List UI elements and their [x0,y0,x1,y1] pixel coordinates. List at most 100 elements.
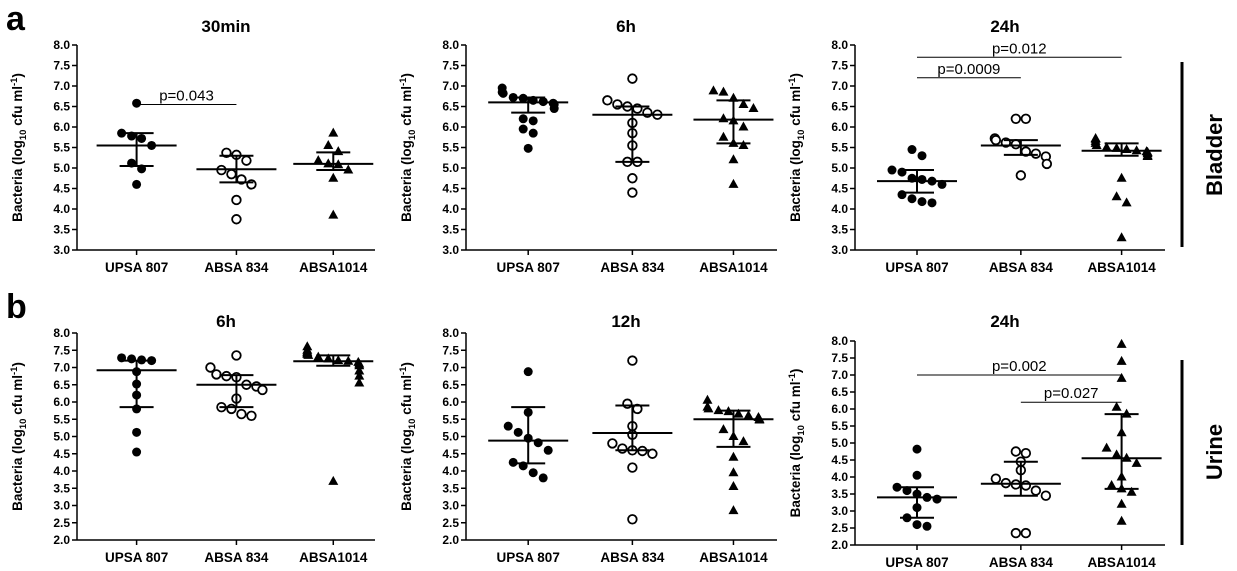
x-tick-label: ABSA1014 [299,550,368,565]
y-tick-label: 8.0 [442,38,459,52]
significance-label: p=0.012 [992,40,1047,57]
data-point [518,114,528,124]
y-tick-label: 8.0 [53,38,70,52]
y-tick-label: 6.5 [831,385,848,399]
series-1 [980,113,1061,181]
data-point [132,98,142,108]
data-point [1010,446,1022,457]
side-label-urine: Urine [1202,424,1227,480]
y-tick-label: 8.0 [831,38,848,52]
data-point [887,165,897,175]
data-point [1041,158,1053,170]
data-point [328,127,339,137]
y-tick-label: 8.0 [831,334,848,348]
data-point [328,172,339,182]
data-point [513,427,523,437]
y-tick-label: 4.0 [442,464,459,478]
y-tick-label: 3.5 [442,481,459,495]
data-point [538,473,548,483]
data-point [902,486,912,496]
y-tick-label: 2.5 [831,521,848,535]
data-point [907,194,917,204]
data-point [622,398,633,409]
data-point [1116,338,1127,348]
data-point [990,473,1002,484]
series-0 [96,353,177,457]
y-tick-label: 4.5 [442,447,459,461]
data-point [728,154,739,164]
y-tick-label: 5.0 [442,430,459,444]
data-point [132,179,142,189]
x-tick-label: UPSA 807 [497,550,560,565]
series-0 [96,98,177,189]
data-point [323,139,334,149]
series-0 [877,145,957,208]
data-point [503,421,513,431]
x-tick-label: ABSA1014 [299,260,368,275]
x-tick-label: ABSA1014 [1087,260,1156,275]
series-1 [592,73,673,198]
y-tick-label: 7.0 [831,79,848,93]
y-tick-label: 5.5 [831,419,848,433]
y-tick-label: 4.5 [53,447,70,461]
data-point [932,494,942,504]
significance-label: p=0.043 [159,87,214,104]
chart-title: 30min [201,17,250,36]
data-point [912,470,922,480]
y-tick-label: 2.0 [442,533,459,547]
data-point [543,445,553,455]
x-tick-label: ABSA 834 [989,555,1054,570]
y-tick-label: 5.0 [53,161,70,175]
data-point [221,370,232,382]
y-tick-label: 7.0 [831,368,848,382]
y-tick-label: 5.5 [831,141,848,155]
chart-title: 6h [216,312,236,331]
data-point [498,88,508,98]
y-axis-label: Bacteria (log10 cfu ml-1) [787,73,807,222]
y-tick-label: 3.5 [53,481,70,495]
series-1 [196,147,277,225]
data-point [927,198,937,208]
y-tick-label: 5.5 [442,141,459,155]
y-tick-label: 3.5 [831,223,848,237]
y-tick-label: 7.5 [831,351,848,365]
chart-2: 24h 3.0 3.5 4.0 4.5 5.0 5.5 6.0 6.5 7.0 7.5 8.0 UPSA… [787,17,1165,275]
y-tick-label: 7.5 [442,343,459,357]
data-point [205,362,216,373]
x-tick-label: ABSA 834 [600,260,665,275]
significance-label: p=0.027 [1044,385,1099,402]
data-point [708,85,719,95]
data-point [917,174,927,184]
y-tick-label: 3.5 [53,223,70,237]
y-tick-label: 4.0 [831,470,848,484]
data-point [702,394,713,404]
y-tick-label: 4.5 [53,182,70,196]
data-point [1142,151,1153,161]
data-point [990,134,1002,146]
series-2 [1081,338,1162,525]
y-tick-label: 3.5 [442,223,459,237]
y-tick-label: 6.0 [831,402,848,416]
data-point [1010,139,1022,150]
data-point [231,194,242,206]
data-point [748,103,759,113]
data-point [549,104,559,114]
y-tick-label: 6.0 [831,120,848,134]
y-axis-label: Bacteria (log10 cfu ml-1) [9,362,29,511]
data-point [518,124,528,134]
data-point [132,447,142,457]
series-2 [693,394,774,515]
y-tick-label: 4.0 [831,202,848,216]
y-tick-label: 2.5 [442,516,459,530]
x-tick-label: ABSA 834 [600,550,665,565]
y-tick-label: 8.0 [53,326,70,340]
data-point [922,521,932,531]
y-tick-label: 5.5 [53,412,70,426]
panel-label-b: b [6,288,27,326]
x-tick-label: UPSA 807 [885,555,948,570]
y-tick-label: 6.5 [53,378,70,392]
data-point [617,443,628,454]
x-tick-label: ABSA 834 [204,260,269,275]
data-point [354,360,365,370]
data-point [226,168,237,180]
